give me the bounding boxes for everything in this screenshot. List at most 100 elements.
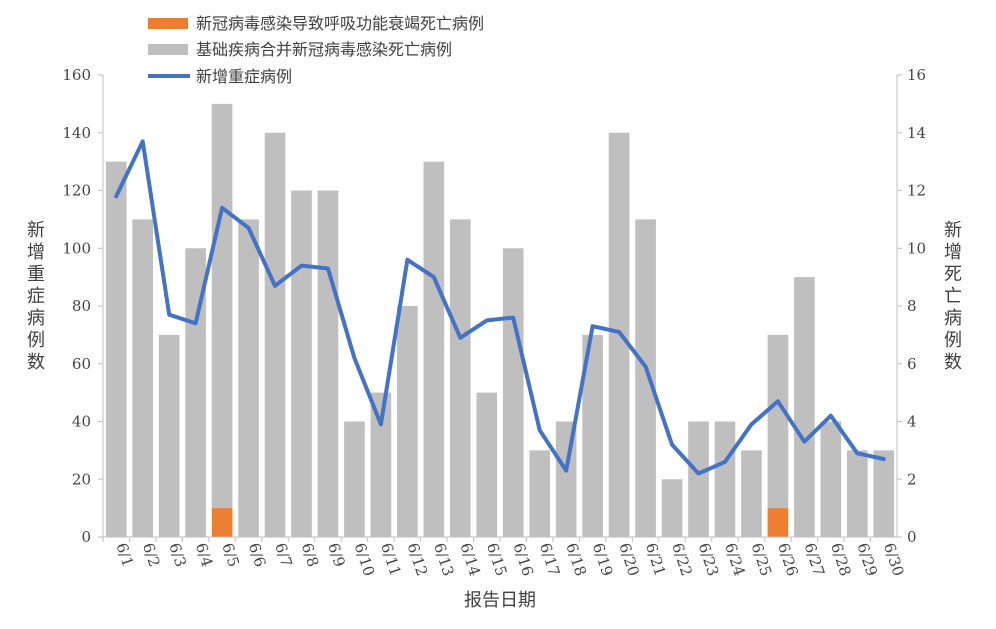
y-left-tick-label: 0	[81, 528, 91, 546]
x-tick-label-6/9: 6/9	[324, 541, 349, 570]
bar-underlying-death-6/15	[476, 392, 498, 537]
bar-underlying-death-6/24	[714, 421, 736, 537]
bar-underlying-death-6/3	[158, 334, 180, 537]
y-left-tick-label: 60	[72, 355, 91, 373]
x-tick-label-6/28: 6/28	[827, 541, 855, 579]
axis-title-char: 症	[27, 286, 45, 307]
legend-swatch-0	[148, 18, 188, 29]
y-left-tick-label: 160	[62, 66, 91, 84]
bar-respiratory-death-6/26	[767, 508, 789, 537]
y-right-tick-label: 16	[907, 66, 926, 84]
axis-title-char: 亡	[944, 286, 962, 307]
bar-underlying-death-6/26	[767, 334, 789, 509]
x-tick-label-6/21: 6/21	[642, 541, 670, 579]
line-severe-cases	[114, 139, 886, 476]
x-tick-label-6/15: 6/15	[483, 541, 511, 579]
axis-title-char: 例	[27, 330, 45, 351]
x-tick-label-6/7: 6/7	[271, 541, 296, 570]
x-tick-label-6/1: 6/1	[112, 541, 137, 570]
x-tick-label-6/19: 6/19	[589, 541, 617, 579]
x-tick-label-6/2: 6/2	[139, 541, 164, 570]
x-tick-label-6/18: 6/18	[562, 541, 590, 579]
axis-title-char: 病	[27, 308, 45, 329]
bar-underlying-death-6/2	[132, 219, 154, 537]
x-tick-label-6/27: 6/27	[801, 541, 829, 579]
bar-underlying-death-6/28	[820, 421, 842, 537]
legend-swatch-1	[148, 44, 188, 55]
y-right-tick-label: 2	[907, 470, 917, 488]
x-tick-label-6/10: 6/10	[351, 541, 379, 579]
x-tick-label-6/29: 6/29	[853, 541, 881, 579]
bar-underlying-death-6/5	[211, 103, 233, 509]
y-right-tick-label: 8	[907, 297, 917, 315]
bar-respiratory-death-6/5	[211, 508, 233, 537]
y-left-tick-label: 120	[62, 182, 91, 200]
axis-title-char: 增	[944, 242, 962, 263]
x-tick-label-6/4: 6/4	[192, 541, 217, 570]
line-layer	[114, 139, 886, 476]
bar-underlying-death-6/14	[449, 219, 471, 537]
bar-underlying-death-6/21	[635, 219, 656, 537]
axis-title-char: 死	[944, 264, 962, 285]
x-tick-label-6/8: 6/8	[298, 541, 323, 570]
axis-title-char: 数	[944, 352, 962, 373]
y-right-tick-label: 0	[907, 528, 917, 546]
y-right-tick-label: 12	[907, 182, 926, 200]
y-left-tick-label: 20	[72, 470, 91, 488]
y-right-tick-label: 6	[907, 355, 917, 373]
x-tick-label-6/20: 6/20	[615, 541, 643, 579]
legend-label-1: 基础疾病合并新冠病毒感染死亡病例	[196, 40, 452, 59]
legend-label-2: 新增重症病例	[196, 67, 292, 86]
x-tick-label-6/22: 6/22	[668, 541, 696, 579]
y-left-tick-label: 40	[72, 413, 91, 431]
x-tick-label-6/12: 6/12	[404, 541, 432, 579]
x-tick-label-6/30: 6/30	[880, 541, 908, 579]
bar-underlying-death-6/19	[582, 334, 603, 537]
x-tick-label-6/16: 6/16	[509, 541, 537, 579]
bar-underlying-death-6/6	[238, 219, 259, 537]
bar-underlying-death-6/25	[741, 450, 762, 537]
y-right-tick-label: 10	[907, 239, 926, 257]
bar-underlying-death-6/10	[344, 421, 365, 537]
bar-underlying-death-6/1	[105, 161, 127, 537]
bar-underlying-death-6/13	[423, 161, 445, 537]
x-tick-label-6/14: 6/14	[456, 541, 484, 579]
x-tick-label-6/26: 6/26	[774, 541, 802, 579]
bar-underlying-death-6/9	[317, 190, 339, 537]
bar-underlying-death-6/30	[873, 450, 895, 537]
bar-underlying-death-6/29	[846, 450, 868, 537]
bar-underlying-death-6/11	[370, 392, 392, 537]
x-tick-label-6/5: 6/5	[218, 541, 243, 570]
x-tick-label-6/25: 6/25	[748, 541, 776, 579]
y-left-tick-label: 140	[62, 124, 91, 142]
x-tick-label-6/24: 6/24	[721, 541, 749, 579]
bar-underlying-death-6/12	[397, 306, 418, 537]
x-tick-label-6/13: 6/13	[430, 541, 458, 579]
axis-title-char: 新	[944, 220, 962, 241]
x-axis-title: 报告日期	[464, 590, 536, 611]
axis-title-char: 病	[944, 308, 962, 329]
bar-underlying-death-6/17	[529, 450, 551, 537]
bar-underlying-death-6/7	[264, 132, 286, 537]
axis-title-char: 新	[27, 220, 45, 241]
axis-title-char: 数	[27, 352, 45, 373]
axis-title-char: 重	[27, 264, 45, 285]
bar-underlying-death-6/22	[661, 479, 683, 537]
x-tick-label-6/17: 6/17	[536, 541, 564, 579]
bar-underlying-death-6/23	[688, 421, 709, 537]
x-tick-label-6/11: 6/11	[377, 541, 405, 579]
y-right-tick-label: 4	[907, 413, 917, 431]
bar-underlying-death-6/27	[794, 277, 815, 537]
bars-layer	[105, 103, 895, 537]
x-tick-label-6/3: 6/3	[165, 541, 190, 570]
y-left-tick-label: 100	[62, 239, 91, 257]
y-left-tick-label: 80	[72, 297, 91, 315]
y-right-tick-label: 14	[907, 124, 926, 142]
axis-title-char: 增	[27, 242, 45, 263]
x-tick-label-6/23: 6/23	[695, 541, 723, 579]
bar-underlying-death-6/8	[291, 190, 312, 537]
